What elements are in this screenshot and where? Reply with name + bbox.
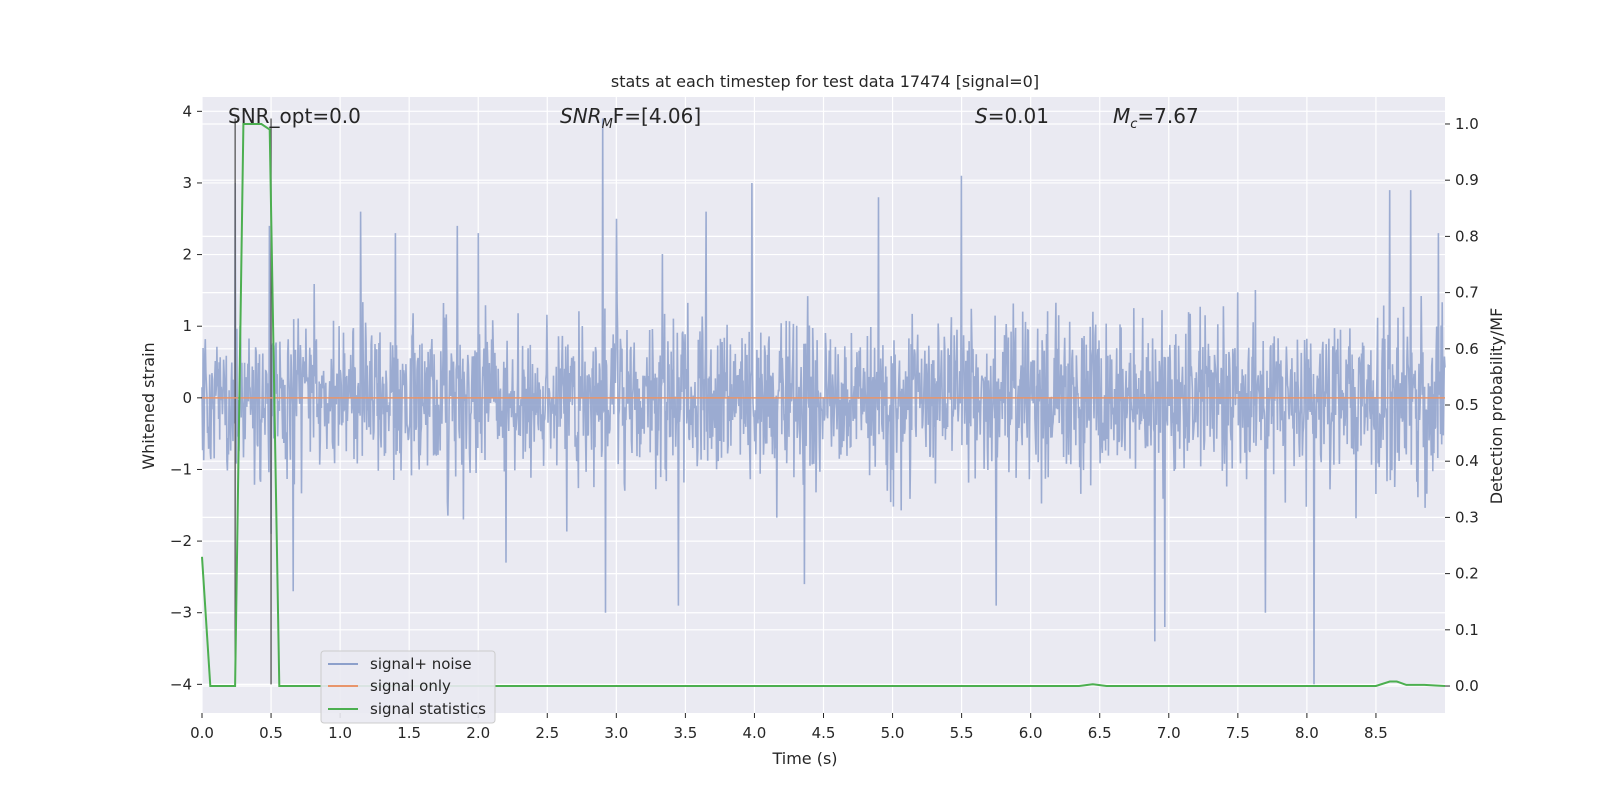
y2-tick-label: 0.7 xyxy=(1455,284,1479,302)
y2-tick-label: 0.3 xyxy=(1455,508,1479,526)
x-tick-label: 2.0 xyxy=(466,724,490,742)
x-tick-label: 8.5 xyxy=(1364,724,1388,742)
y-tick-label: 2 xyxy=(182,246,192,264)
x-tick-label: 3.5 xyxy=(673,724,697,742)
y-tick-label: 0 xyxy=(182,389,192,407)
x-tick-label: 2.5 xyxy=(535,724,559,742)
annotation-s: S=0.01 xyxy=(975,104,1049,128)
y-tick-label: 4 xyxy=(182,102,192,120)
x-tick-label: 3.0 xyxy=(604,724,628,742)
x-axis-ticks: 0.0 0.5 1.0 1.5 2.0 2.5 3.0 3.5 4.0 4.5 5.0 5.5 6.0 6… xyxy=(190,713,1388,742)
series-line-signal-statistics xyxy=(201,123,1446,687)
x-tick-label: 1.0 xyxy=(328,724,352,742)
annotation-s-tail: =0.01 xyxy=(988,104,1049,128)
y-tick-label: −1 xyxy=(170,460,192,478)
legend-label-signal-statistics: signal statistics xyxy=(370,700,486,718)
x-tick-label: 0.0 xyxy=(190,724,214,742)
y-tick-label: 3 xyxy=(182,174,192,192)
x-tick-label: 1.5 xyxy=(397,724,421,742)
x-tick-label: 4.5 xyxy=(812,724,836,742)
x-tick-label: 8.0 xyxy=(1295,724,1319,742)
x-tick-label: 7.0 xyxy=(1157,724,1181,742)
legend-label-signal-only: signal only xyxy=(370,677,451,695)
y2-tick-label: 0.8 xyxy=(1455,227,1479,245)
series-signal-noise xyxy=(201,118,1446,685)
y-tick-label: −4 xyxy=(170,675,192,693)
x-tick-label: 7.5 xyxy=(1226,724,1250,742)
y2-tick-label: 0.5 xyxy=(1455,396,1479,414)
y-tick-label: −2 xyxy=(170,532,192,550)
y2-tick-label: 0.2 xyxy=(1455,565,1479,583)
x-tick-label: 5.5 xyxy=(950,724,974,742)
annotation-mc-tail: =7.67 xyxy=(1137,104,1198,128)
annotation-snr-mf-main: SNR xyxy=(560,104,602,128)
x-tick-label: 0.5 xyxy=(259,724,283,742)
y2-tick-label: 0.0 xyxy=(1455,677,1479,695)
y-tick-label: −3 xyxy=(170,604,192,622)
y2-axis-label: Detection probability/MF xyxy=(1487,308,1506,505)
y2-tick-label: 0.9 xyxy=(1455,171,1479,189)
legend-box xyxy=(320,650,496,724)
y2-tick-label: 0.1 xyxy=(1455,621,1479,639)
annotation-snr-mf: SNRMF=[4.06] xyxy=(560,104,701,132)
y2-tick-label: 0.6 xyxy=(1455,340,1479,358)
series-signal-statistics xyxy=(201,123,1446,687)
annotation-s-main: S xyxy=(975,104,988,128)
x-tick-label: 6.5 xyxy=(1088,724,1112,742)
y-axis-label: Whitened strain xyxy=(139,342,158,469)
x-tick-label: 6.0 xyxy=(1019,724,1043,742)
y2-axis-ticks: 1.0 0.9 0.8 0.7 0.6 0.5 0.4 0.3 0.2 0.1 0.0 xyxy=(1445,115,1479,695)
annotation-mc: Mc=7.67 xyxy=(1113,104,1199,132)
annotation-snr-opt: SNR_opt=0.0 xyxy=(228,104,361,128)
series-line-signal-noise xyxy=(201,118,1446,685)
x-tick-label: 4.0 xyxy=(743,724,767,742)
annotation-mc-sub: c xyxy=(1130,117,1137,132)
y2-tick-label: 1.0 xyxy=(1455,115,1479,133)
y-tick-label: 1 xyxy=(182,317,192,335)
annotation-mc-main: M xyxy=(1113,104,1130,128)
legend-label-signal-noise: signal+ noise xyxy=(370,655,472,673)
chart-title: stats at each timestep for test data 174… xyxy=(611,72,1039,91)
y-axis-ticks: 4 3 2 1 0 −1 −2 −3 −4 xyxy=(170,102,202,693)
x-tick-label: 5.0 xyxy=(881,724,905,742)
legend: signal+ noise signal only signal statist… xyxy=(320,650,496,724)
x-axis-label: Time (s) xyxy=(771,749,837,768)
y2-tick-label: 0.4 xyxy=(1455,452,1479,470)
annotation-snr-mf-tail: F=[4.06] xyxy=(613,104,701,128)
annotation-snr-mf-sub: M xyxy=(602,117,613,132)
